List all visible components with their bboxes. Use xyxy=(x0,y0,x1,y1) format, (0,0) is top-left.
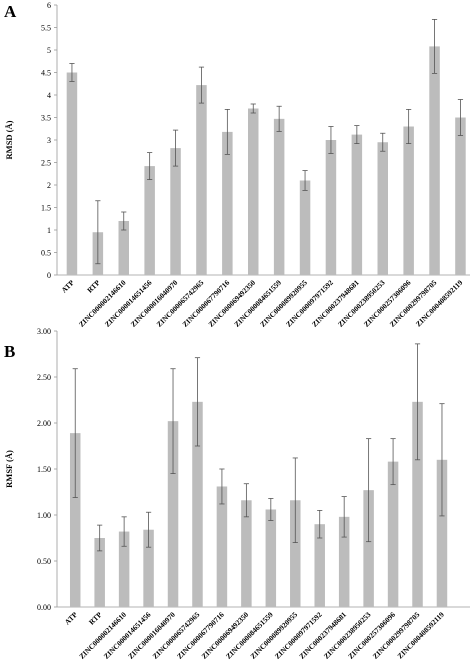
panel-a-x-tick-label: ZINC000002146610 xyxy=(77,278,128,329)
panel-a-bar xyxy=(144,166,155,275)
panel-b-bar xyxy=(314,524,325,607)
panel-a-bar xyxy=(196,85,207,275)
panel-a-y-tick-label: 0 xyxy=(47,271,51,280)
panel-a-bar xyxy=(273,118,285,275)
panel-a-y-tick-label: 1.5 xyxy=(41,203,51,212)
panel-a-x-tick-label: ZINC000408592119 xyxy=(414,278,465,329)
panel-a-bar xyxy=(170,148,181,275)
panel-b-x-tick-label: RTP xyxy=(87,610,104,627)
panel-b-bar xyxy=(118,531,130,607)
panel-a-y-tick-label: 3.5 xyxy=(41,113,51,122)
panel-b-bar xyxy=(69,433,81,607)
panel-a-rmsd-chart: A 0 0.5 1 1.5 2 2.5 3 3.5 4 4.5 5 5.5 6 RMSD (Å) ATP RT… xyxy=(4,1,470,329)
panel-b-bar xyxy=(338,516,350,607)
panel-a-bar xyxy=(299,180,311,275)
panel-a-y-tick-label: 2 xyxy=(47,181,51,190)
panel-a-x-tick-label: ZINC000237948681 xyxy=(310,278,361,329)
panel-a-x-tick-label: ZINC000084651559 xyxy=(232,278,283,329)
panel-a-y-tick-label: 4.5 xyxy=(41,68,51,77)
panel-b-bar xyxy=(94,538,105,607)
panel-b-rmsf-chart: B 0.00 0.50 1.00 1.50 2.00 2.50 3.00 RMSF (Å) AT… xyxy=(4,327,470,661)
panel-a-x-tick-label: ZINC000257306096 xyxy=(362,278,413,329)
panel-a-x-tick-label: ZINC000097971592 xyxy=(284,278,335,329)
panel-a-y-axis-title: RMSD (Å) xyxy=(4,120,14,159)
panel-b-bar xyxy=(436,459,448,607)
panel-a-y-tick-label: 5 xyxy=(47,46,51,55)
panel-a-y-tick-label: 3 xyxy=(47,136,51,145)
panel-a-bar xyxy=(118,221,129,275)
panel-b-bar xyxy=(167,421,179,607)
panel-a-x-tick-label: ZINC000089920955 xyxy=(258,278,309,329)
panel-b-y-tick-label: 3.00 xyxy=(37,327,51,336)
panel-a-x-tick-label: ZINC000299798705 xyxy=(388,278,439,329)
panel-b-y-tick-label: 2.50 xyxy=(37,373,51,382)
panel-a-bar xyxy=(222,131,233,275)
panel-b-bar xyxy=(143,529,154,607)
panel-a-bar xyxy=(325,140,337,275)
panel-a-y-tick-label: 5.5 xyxy=(41,23,51,32)
panel-b-x-tick-label: ATP xyxy=(63,610,80,627)
panel-a-bar xyxy=(455,117,466,275)
panel-b-bar xyxy=(412,401,423,607)
panel-b-bar xyxy=(265,509,277,607)
panel-a-x-tick-label: ZINC000065742965 xyxy=(155,278,206,329)
panel-a-x-tick-label: ZINC000069492350 xyxy=(206,278,257,329)
panel-a-y-tick-label: 1 xyxy=(47,226,51,235)
panel-a-x-tick-label: ZINC000238950253 xyxy=(336,278,387,329)
panel-b-y-axis-title: RMSF (Å) xyxy=(4,450,14,488)
panel-a-x-tick-label: ZINC000067790716 xyxy=(180,278,231,329)
panel-b-bar xyxy=(192,401,203,607)
panel-a-y-tick-label: 2.5 xyxy=(41,158,51,167)
panel-a-x-tick-label: ZINC000014651456 xyxy=(103,278,154,329)
panel-b-bar xyxy=(216,486,228,607)
panel-b-bar xyxy=(290,500,301,607)
panel-a-bar xyxy=(66,72,78,275)
panel-b-y-tick-label: 1.00 xyxy=(37,511,51,520)
panel-b-label: B xyxy=(4,342,15,361)
panel-a-bar xyxy=(377,142,388,275)
panel-a-x-tick-label: ATP xyxy=(59,278,76,295)
panel-a-bar xyxy=(429,46,440,276)
panel-a-label: A xyxy=(4,2,17,21)
panel-a-bar xyxy=(351,134,363,275)
panel-a-bar xyxy=(403,126,414,275)
panel-b-bar xyxy=(241,500,252,607)
panel-a-y-tick-label: 0.5 xyxy=(41,248,51,257)
panel-b-bar xyxy=(363,490,374,607)
panel-b-y-tick-label: 0.50 xyxy=(37,557,51,566)
panel-a-x-tick-label: ZINC000016040970 xyxy=(129,278,180,329)
panel-b-y-tick-label: 2.00 xyxy=(37,419,51,428)
panel-b-x-tick-label: ZINC000408592119 xyxy=(395,610,446,661)
panel-a-bar xyxy=(248,108,259,275)
panel-b-y-tick-label: 0.00 xyxy=(37,603,51,612)
panel-b-y-tick-label: 1.50 xyxy=(37,465,51,474)
panel-a-y-tick-label: 6 xyxy=(47,1,51,10)
panel-b-bar xyxy=(387,461,399,607)
panel-a-y-tick-label: 4 xyxy=(47,91,51,100)
panel-a-x-tick-label: RTP xyxy=(85,278,102,295)
